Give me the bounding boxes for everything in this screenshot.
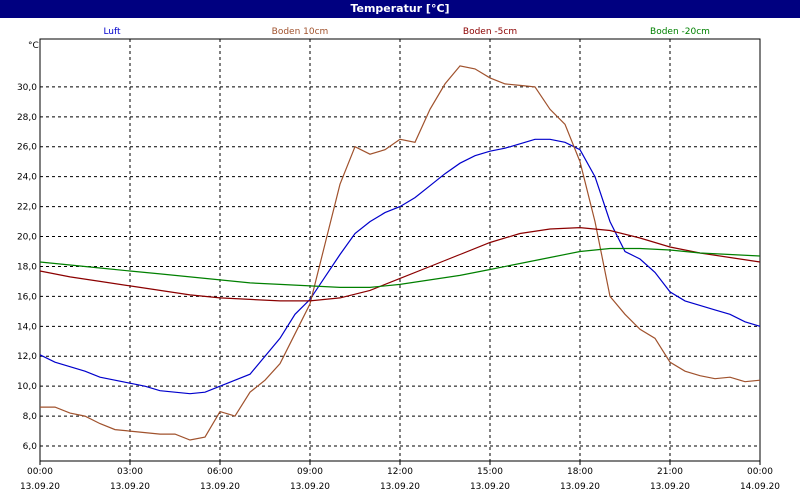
x-tick-time-label: 06:00 [207,467,233,477]
series-line-luft [39,138,761,395]
x-tick-time-label: 15:00 [477,467,503,477]
chart-title: Temperatur [°C] [0,0,800,18]
plot-border [39,38,761,462]
series-line-boden-5cm [39,226,761,302]
legend-entry: Boden -20cm [650,27,710,37]
x-tick-time-label: 12:00 [387,467,413,477]
grid [40,39,760,461]
legend-entry: Boden -5cm [463,27,517,37]
x-tick-time-label: 00:00 [747,467,773,477]
temperature-chart: 6,0 8,0 10,0 12,0 14,0 16,0 18,0 20,0 22,0 24,0 26… [17,27,780,492]
y-tick-label: 16,0 [17,292,37,302]
x-tick-time-label: 00:00 [27,467,53,477]
x-tick-date-label: 13.09.20 [20,482,60,492]
legend: Luft Boden 10cm Boden -5cm Boden -20cm [103,27,710,37]
y-tick-label: 12,0 [17,352,37,362]
x-tick-time-label: 18:00 [567,467,593,477]
series-line-boden-10cm [40,65,761,441]
y-tick-label: 10,0 [17,382,37,392]
y-tick-label: 26,0 [17,143,37,153]
x-tick-date-label: 13.09.20 [470,482,510,492]
x-tick-time-label: 09:00 [297,467,323,477]
x-tick-time-label: 21:00 [657,467,683,477]
y-tick-label: 18,0 [17,262,37,272]
y-tick-label: 6,0 [23,442,38,452]
x-tick-date-label: 13.09.20 [110,482,150,492]
x-tick-date-label: 13.09.20 [290,482,330,492]
axes: 6,0 8,0 10,0 12,0 14,0 16,0 18,0 20,0 22,0 24,0 26… [17,38,780,492]
series-group [39,65,761,441]
x-tick-date-label: 14.09.20 [740,482,780,492]
y-tick-label: 8,0 [23,412,38,422]
y-tick-label: 14,0 [17,322,37,332]
y-tick-label: 20,0 [17,233,37,243]
y-tick-label: 28,0 [17,113,37,123]
y-tick-label: 22,0 [17,203,37,213]
x-tick-date-label: 13.09.20 [200,482,240,492]
y-tick-label: 30,0 [17,83,37,93]
legend-entry: Boden 10cm [272,27,329,37]
y-axis-label: °C [28,41,39,51]
legend-entry: Luft [103,27,121,37]
x-tick-date-label: 13.09.20 [560,482,600,492]
series-line-boden-20cm [39,247,761,288]
x-tick-date-label: 13.09.20 [380,482,420,492]
x-tick-date-label: 13.09.20 [650,482,690,492]
x-tick-time-label: 03:00 [117,467,143,477]
y-tick-label: 24,0 [17,173,37,183]
